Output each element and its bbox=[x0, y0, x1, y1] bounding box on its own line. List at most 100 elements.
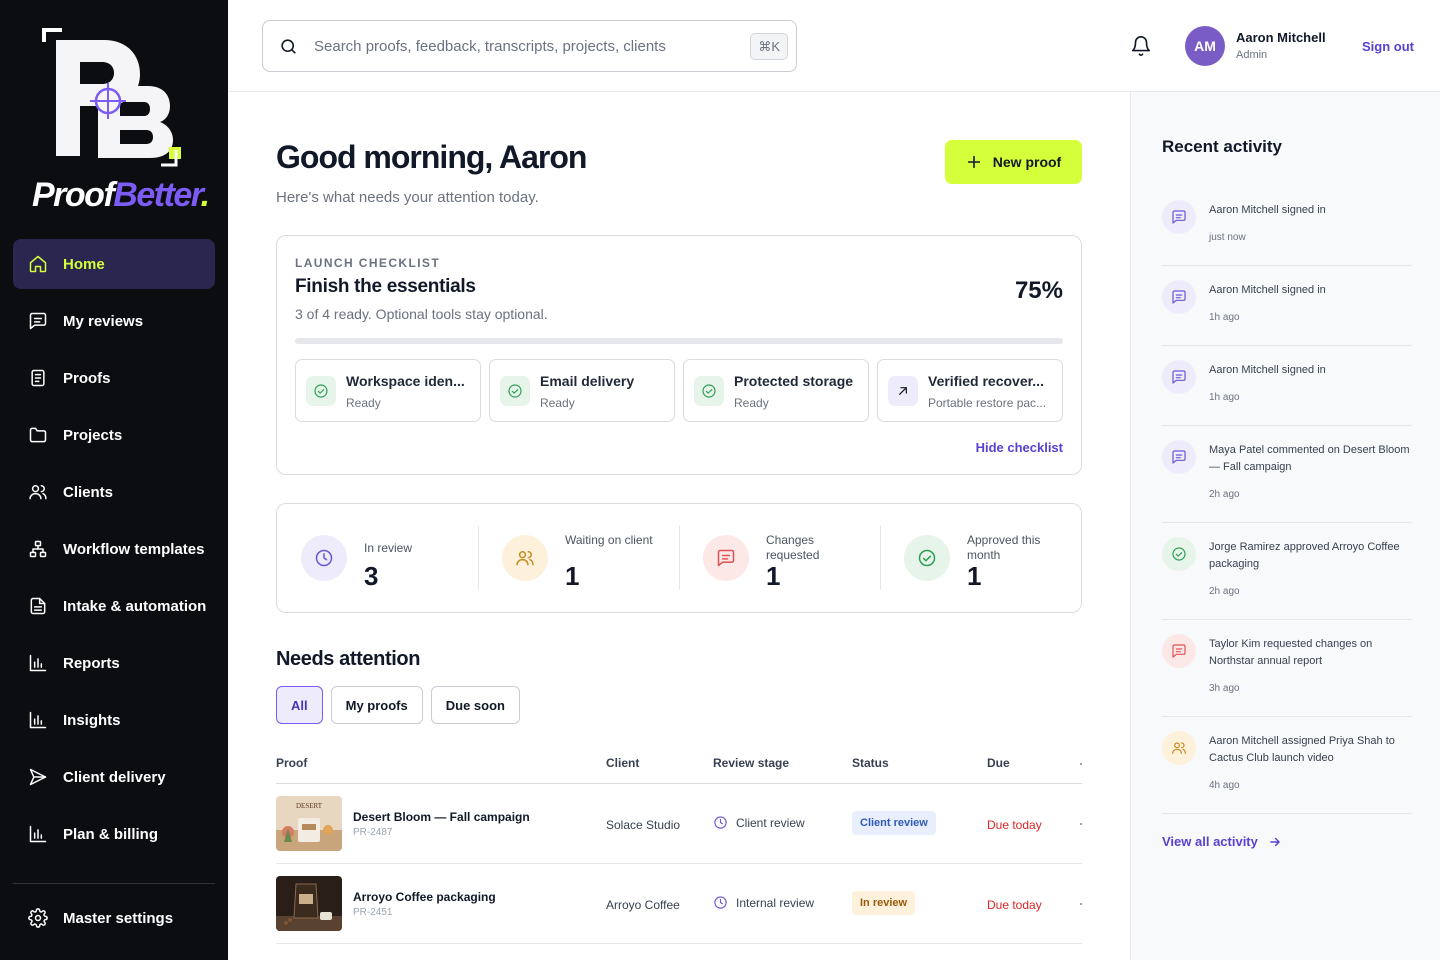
activity-item[interactable]: Aaron Mitchell signed in 1h ago bbox=[1162, 266, 1412, 346]
sidebar-item-label: My reviews bbox=[63, 312, 144, 330]
review-stage-label: Client review bbox=[736, 815, 805, 830]
new-proof-button[interactable]: New proof bbox=[945, 140, 1082, 184]
sidebar-item-my-reviews[interactable]: My reviews bbox=[13, 296, 215, 346]
checklist-title: Finish the essentials bbox=[295, 276, 476, 297]
needs-attention-title: Needs attention bbox=[276, 648, 421, 670]
column-header-review-stage[interactable]: Review stage bbox=[713, 756, 790, 770]
filter-all[interactable]: All bbox=[276, 686, 323, 724]
recent-activity-panel: Recent activity Aaron Mitchell signed in… bbox=[1130, 92, 1440, 960]
column-header-client[interactable]: Client bbox=[606, 756, 640, 770]
column-header-due[interactable]: Due bbox=[987, 756, 1010, 770]
view-all-activity-link[interactable]: View all activity bbox=[1162, 834, 1282, 849]
activity-item[interactable]: Taylor Kim requested changes on Northsta… bbox=[1162, 620, 1412, 717]
checklist-item-icon bbox=[888, 376, 918, 406]
checklist-item[interactable]: Email delivery Ready bbox=[489, 359, 675, 422]
checklist-item[interactable]: Workspace iden... Ready bbox=[295, 359, 481, 422]
home-icon bbox=[29, 255, 47, 273]
sidebar: ProofBetter. Home My reviews Proofs Project… bbox=[0, 0, 228, 960]
sidebar-item-clients[interactable]: Clients bbox=[13, 467, 215, 517]
check-circle-icon bbox=[1172, 547, 1186, 561]
stat-icon bbox=[502, 535, 548, 581]
activity-icon bbox=[1162, 200, 1196, 234]
activity-item[interactable]: Maya Patel commented on Desert Bloom — F… bbox=[1162, 426, 1412, 523]
proof-client: Arroyo Coffee bbox=[606, 898, 680, 912]
sidebar-item-proofs[interactable]: Proofs bbox=[13, 353, 215, 403]
bell-icon[interactable] bbox=[1130, 35, 1152, 57]
activity-icon bbox=[1162, 280, 1196, 314]
sidebar-item-label: Projects bbox=[63, 426, 123, 444]
bar-chart-icon bbox=[29, 825, 47, 843]
users-icon bbox=[29, 485, 47, 500]
search-bar[interactable]: ⌘K bbox=[262, 20, 797, 72]
proof-name[interactable]: Arroyo Coffee packaging bbox=[353, 890, 496, 904]
page-subtitle: Here's what needs your attention today. bbox=[276, 189, 539, 206]
sidebar-item-insights[interactable]: Insights bbox=[13, 695, 215, 745]
stat-changes-requested[interactable]: Changes requested 1 bbox=[679, 504, 880, 612]
recent-activity-title: Recent activity bbox=[1162, 137, 1282, 156]
checklist-item-name: Email delivery bbox=[540, 373, 635, 389]
check-circle-icon bbox=[314, 384, 328, 398]
search-input[interactable] bbox=[314, 37, 734, 55]
sidebar-item-projects[interactable]: Projects bbox=[13, 410, 215, 460]
sidebar-nav: Home My reviews Proofs Projects Clients Workf… bbox=[13, 239, 215, 866]
sidebar-item-label: Master settings bbox=[63, 909, 174, 927]
launch-checklist-card: LAUNCH CHECKLIST Finish the essentials 3… bbox=[276, 235, 1082, 475]
checklist-item-name: Verified recover... bbox=[928, 373, 1044, 389]
hide-checklist-link[interactable]: Hide checklist bbox=[975, 440, 1063, 455]
clock-icon bbox=[714, 896, 727, 909]
sidebar-item-intake-and-automation[interactable]: Intake & automation bbox=[13, 581, 215, 631]
page-title: Good morning, Aaron bbox=[276, 139, 587, 175]
clock-icon bbox=[714, 816, 727, 829]
checklist-item[interactable]: Verified recover... Portable restore pac… bbox=[877, 359, 1063, 422]
checklist-item-state: Ready bbox=[540, 396, 575, 410]
sidebar-item-label: Intake & automation bbox=[63, 597, 207, 615]
activity-text: Taylor Kim requested changes on Northsta… bbox=[1209, 638, 1373, 667]
user-role: Admin bbox=[1236, 49, 1268, 61]
sidebar-item-client-delivery[interactable]: Client delivery bbox=[13, 752, 215, 802]
checklist-item-icon bbox=[306, 376, 336, 406]
activity-item[interactable]: Jorge Ramirez approved Arroyo Coffee pac… bbox=[1162, 523, 1412, 620]
table-row[interactable]: Arroyo Coffee packaging PR-2451 Arroyo C… bbox=[276, 864, 1082, 944]
sidebar-item-plan-and-billing[interactable]: Plan & billing bbox=[13, 809, 215, 859]
proof-thumbnail: DESERT bbox=[276, 796, 342, 851]
activity-time: 1h ago bbox=[1209, 312, 1240, 323]
activity-icon bbox=[1162, 440, 1196, 474]
stat-in-review[interactable]: In review 3 bbox=[277, 504, 478, 612]
avatar[interactable]: AM bbox=[1185, 26, 1225, 66]
proofbetter-logo-icon[interactable] bbox=[28, 26, 208, 216]
sign-out-link[interactable]: Sign out bbox=[1362, 39, 1414, 54]
filter-my-proofs[interactable]: My proofs bbox=[330, 686, 423, 724]
activity-time: 1h ago bbox=[1209, 392, 1240, 403]
proof-review-stage: Internal review bbox=[713, 895, 814, 910]
filter-due-soon[interactable]: Due soon bbox=[430, 686, 520, 724]
checklist-item-state: Ready bbox=[346, 396, 381, 410]
search-icon bbox=[281, 38, 296, 54]
proof-id: PR-2487 bbox=[353, 827, 393, 838]
stat-waiting-on-client[interactable]: Waiting on client 1 bbox=[478, 504, 679, 612]
stat-value: 1 bbox=[565, 561, 580, 591]
workflow-icon bbox=[29, 540, 47, 558]
sidebar-item-home[interactable]: Home bbox=[13, 239, 215, 289]
checklist-item-state: Portable restore pac... bbox=[928, 396, 1047, 410]
activity-item[interactable]: Aaron Mitchell assigned Priya Shah to Ca… bbox=[1162, 717, 1412, 814]
chat-icon bbox=[29, 312, 47, 330]
proof-id: PR-2451 bbox=[353, 907, 393, 918]
sidebar-item-label: Reports bbox=[63, 654, 120, 672]
column-header-status[interactable]: Status bbox=[852, 756, 889, 770]
table-row[interactable]: DESERT Desert Bloom — Fall campaign PR-2… bbox=[276, 784, 1082, 864]
clock-icon bbox=[315, 549, 333, 567]
stat-approved-this-month[interactable]: Approved this month 1 bbox=[880, 504, 1081, 612]
chat-icon bbox=[1172, 644, 1186, 658]
checklist-progress-bar bbox=[295, 338, 1063, 344]
activity-item[interactable]: Aaron Mitchell signed in 1h ago bbox=[1162, 346, 1412, 426]
column-header-proof[interactable]: Proof bbox=[276, 756, 308, 770]
checklist-item[interactable]: Protected storage Ready bbox=[683, 359, 869, 422]
proof-name[interactable]: Desert Bloom — Fall campaign bbox=[353, 810, 530, 824]
activity-item[interactable]: Aaron Mitchell signed in just now bbox=[1162, 186, 1412, 266]
bar-chart-icon bbox=[29, 711, 47, 729]
sidebar-item-workflow-templates[interactable]: Workflow templates bbox=[13, 524, 215, 574]
sidebar-item-reports[interactable]: Reports bbox=[13, 638, 215, 688]
sidebar-item-master-settings[interactable]: Master settings bbox=[13, 893, 215, 943]
table-body: DESERT Desert Bloom — Fall campaign PR-2… bbox=[276, 784, 1082, 944]
checklist-eyebrow: LAUNCH CHECKLIST bbox=[295, 256, 441, 270]
